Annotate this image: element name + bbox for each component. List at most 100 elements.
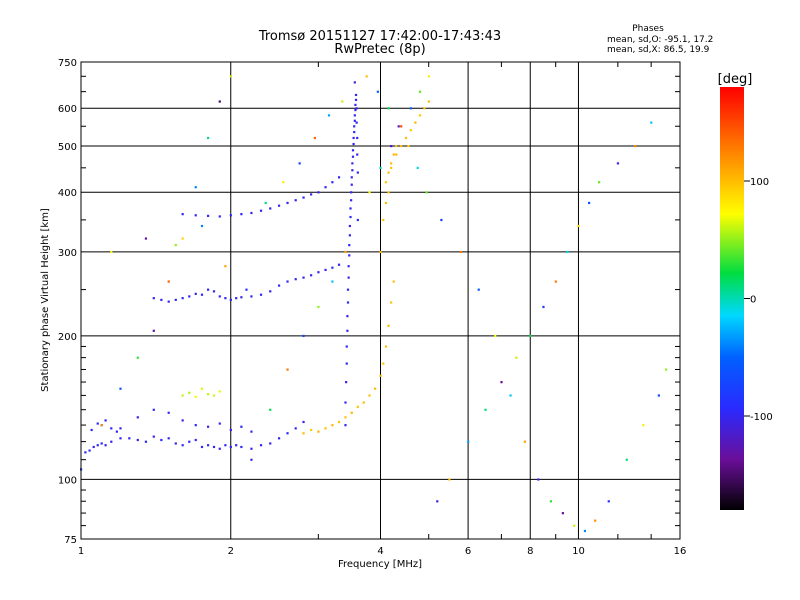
data-point (194, 292, 197, 295)
chart-title: Tromsø 20151127 17:42:00-17:43:43 (258, 29, 501, 44)
data-point (194, 214, 197, 217)
data-point (96, 422, 99, 425)
data-point (341, 100, 344, 103)
data-point (167, 437, 170, 440)
colorbar-tick-label: 100 (750, 177, 769, 188)
data-point (152, 408, 155, 411)
data-point (167, 300, 170, 303)
data-point (414, 121, 417, 124)
data-point (425, 191, 428, 194)
data-point (206, 393, 210, 396)
y-tick-label: 300 (58, 248, 77, 259)
data-point (194, 395, 197, 398)
data-point (259, 293, 263, 296)
data-point (240, 445, 243, 449)
data-point (348, 244, 351, 247)
data-point (351, 169, 354, 172)
data-point (523, 440, 526, 443)
data-point (356, 153, 359, 156)
data-point (200, 293, 204, 296)
data-point (294, 199, 297, 202)
data-point (351, 162, 354, 165)
data-point (356, 171, 359, 174)
data-point (345, 345, 348, 348)
data-point (100, 442, 103, 445)
colorbar-tick-label: -100 (750, 412, 773, 423)
data-point (349, 207, 352, 210)
data-point (354, 98, 358, 101)
data-point (350, 199, 353, 202)
data-point (500, 381, 503, 384)
data-point (188, 391, 191, 394)
data-point (345, 381, 348, 384)
data-point (348, 224, 351, 228)
data-point (352, 142, 355, 146)
data-point (250, 295, 253, 298)
x-tick-label: 2 (228, 546, 234, 557)
data-point (404, 136, 408, 140)
data-point (331, 181, 334, 184)
data-point (587, 201, 591, 205)
data-point (387, 191, 390, 194)
data-point (347, 276, 350, 279)
data-point (317, 305, 320, 309)
data-point (160, 298, 163, 301)
data-point (331, 424, 334, 427)
data-point (607, 500, 610, 503)
y-tick-label: 750 (58, 58, 77, 69)
data-point (240, 425, 243, 428)
data-point (218, 295, 221, 298)
data-point (259, 444, 263, 447)
data-point (392, 153, 395, 156)
stats-line-o: mean, sd,O: -95.1, 17.2 (607, 35, 713, 45)
data-point (356, 218, 359, 222)
data-point (387, 324, 390, 327)
data-point (302, 276, 305, 279)
data-point (229, 445, 232, 449)
data-point (212, 394, 216, 397)
data-point (229, 214, 232, 217)
y-axis-ticks: 75 100 200 300 400 500 600 750 (58, 58, 680, 546)
data-point (344, 250, 347, 254)
data-point (350, 411, 353, 414)
data-point (573, 524, 576, 527)
x-tick-label: 10 (572, 546, 585, 557)
data-point (200, 445, 204, 449)
data-point (356, 405, 359, 408)
data-point (344, 416, 347, 419)
colorbar-label: [deg] (718, 72, 753, 87)
data-point (542, 305, 545, 309)
data-point (277, 437, 281, 440)
data-point (181, 444, 184, 447)
data-point (554, 280, 557, 283)
data-point (368, 394, 371, 397)
data-point (100, 424, 103, 427)
data-point (174, 298, 177, 301)
data-point (90, 428, 93, 432)
data-point (423, 107, 426, 110)
data-point (354, 108, 357, 112)
data-point (302, 432, 305, 435)
plot-grid (81, 62, 680, 539)
data-point (269, 408, 272, 411)
data-point (353, 130, 356, 134)
x-tick-label: 4 (377, 546, 383, 557)
data-point (250, 430, 253, 433)
data-point (354, 103, 357, 107)
data-point (616, 162, 620, 165)
data-point (194, 186, 197, 189)
x-axis-label: Frequency [MHz] (338, 559, 422, 570)
data-point (436, 500, 439, 503)
data-point (96, 444, 99, 447)
data-point (355, 107, 358, 110)
data-point (345, 362, 348, 365)
data-point (269, 290, 272, 293)
data-point (235, 444, 238, 447)
data-point (657, 394, 660, 397)
data-point (317, 191, 320, 194)
data-point (347, 265, 350, 268)
data-point (484, 408, 487, 411)
data-point (356, 136, 359, 140)
data-point (549, 500, 553, 503)
data-point (348, 234, 351, 237)
